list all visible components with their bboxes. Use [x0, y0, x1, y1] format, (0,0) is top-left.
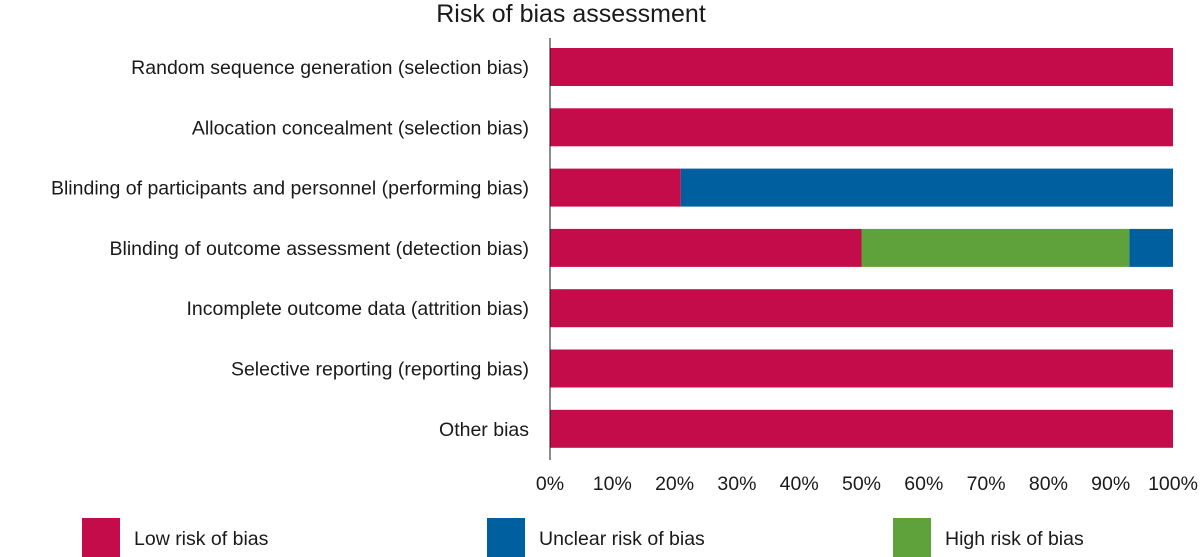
bar-6-low-risk-of-bias — [550, 349, 1173, 388]
category-labels: Random sequence generation (selection bi… — [51, 57, 529, 441]
legend: Low risk of bias Unclear risk of bias High… — [82, 518, 1084, 557]
bars-layer — [550, 48, 1173, 448]
category-label: Allocation concealment (selection bias) — [192, 117, 529, 139]
bar-2-low-risk-of-bias — [550, 108, 1173, 147]
bar-4-unclear-risk-of-bias — [1129, 228, 1173, 267]
x-tick-label: 10% — [593, 473, 632, 495]
legend-label: High risk of bias — [945, 528, 1084, 550]
legend-swatch — [893, 518, 931, 557]
x-tick-label: 70% — [967, 473, 1006, 495]
x-tick-label: 90% — [1091, 473, 1130, 495]
x-tick-label: 20% — [655, 473, 694, 495]
category-label: Random sequence generation (selection bi… — [131, 57, 529, 79]
x-tick-label: 80% — [1029, 473, 1068, 495]
x-tick-label: 60% — [904, 473, 943, 495]
bar-3-unclear-risk-of-bias — [680, 168, 1173, 207]
category-label: Blinding of outcome assessment (detectio… — [110, 238, 529, 260]
bar-4-high-risk-of-bias — [861, 228, 1130, 267]
legend-label: Unclear risk of bias — [539, 528, 705, 550]
legend-swatch — [487, 518, 525, 557]
bar-4-low-risk-of-bias — [550, 228, 862, 267]
x-tick-label: 0% — [536, 473, 564, 495]
legend-label: Low risk of bias — [134, 528, 269, 550]
x-tick-label: 100% — [1148, 473, 1198, 495]
bar-1-low-risk-of-bias — [550, 48, 1173, 86]
category-label: Blinding of participants and personnel (… — [51, 178, 529, 200]
category-label: Selective reporting (reporting bias) — [231, 359, 529, 381]
x-tick-label: 30% — [717, 473, 756, 495]
chart-title: Risk of bias assessment — [436, 0, 706, 28]
x-tick-label: 50% — [842, 473, 881, 495]
bar-5-low-risk-of-bias — [550, 289, 1173, 328]
x-tick-label: 40% — [780, 473, 819, 495]
x-axis-ticks: 0% 10% 20% 30% 40% 50% 60% 70% 80% 90% 100% — [536, 473, 1198, 495]
bar-3-low-risk-of-bias — [550, 168, 681, 207]
category-label: Other bias — [439, 419, 529, 441]
legend-swatch — [82, 518, 120, 557]
category-label: Incomplete outcome data (attrition bias) — [186, 298, 529, 320]
bar-7-low-risk-of-bias — [550, 409, 1173, 448]
